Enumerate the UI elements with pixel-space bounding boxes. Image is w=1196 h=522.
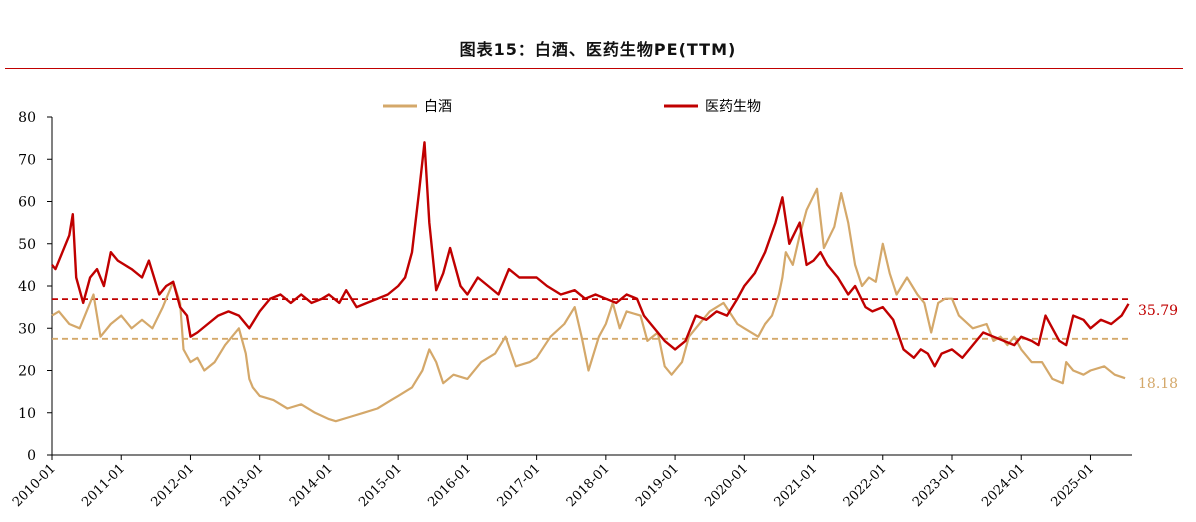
x-tick-label: 2015-01 (356, 461, 405, 510)
series-line-baijiu (51, 187, 1126, 423)
y-tick-label: 70 (18, 152, 36, 168)
legend-label-baijiu: 白酒 (424, 99, 452, 115)
chart-title: 图表15：白酒、医药生物PE(TTM) (459, 40, 737, 59)
y-tick-label: 0 (27, 448, 36, 464)
end-labels-layer: 35.79 18.18 (1138, 303, 1178, 392)
x-tick-label: 2010-01 (10, 461, 59, 510)
x-tick-label: 2018-01 (564, 461, 613, 510)
title-divider (5, 68, 1183, 69)
legend-label-yiyao: 医药生物 (705, 99, 761, 115)
x-tick-label: 2012-01 (148, 461, 197, 510)
x-tick-label: 2022-01 (841, 461, 890, 510)
y-tick-label: 60 (18, 195, 36, 211)
axes-layer: 0 10 20 30 40 50 60 70 80 2010-01 2011-01 2012-01 20… (10, 110, 1132, 510)
x-tick-label: 2020-01 (702, 461, 751, 510)
x-tick-label: 2013-01 (218, 461, 267, 510)
x-tick-label: 2019-01 (633, 461, 682, 510)
y-tick-label: 40 (18, 279, 36, 295)
x-tick-label: 2014-01 (287, 461, 336, 510)
x-tick-label: 2024-01 (979, 461, 1028, 510)
x-tick-label: 2011-01 (79, 461, 128, 510)
end-label-baijiu: 18.18 (1138, 376, 1178, 392)
x-tick-label: 2016-01 (425, 461, 474, 510)
y-tick-label: 30 (18, 321, 36, 337)
y-tick-label: 20 (18, 364, 36, 380)
y-tick-label: 80 (18, 110, 36, 126)
end-label-yiyao: 35.79 (1138, 303, 1178, 319)
series-line-yiyao (51, 141, 1130, 368)
x-tick-label: 2017-01 (495, 461, 544, 510)
y-tick-label: 50 (18, 237, 36, 253)
y-tick-label: 10 (18, 406, 36, 422)
legend: 白酒 医药生物 (383, 99, 761, 115)
series-layer (51, 141, 1130, 423)
x-tick-label: 2023-01 (910, 461, 959, 510)
x-tick-label: 2025-01 (1048, 461, 1097, 510)
x-tick-label: 2021-01 (772, 461, 821, 510)
